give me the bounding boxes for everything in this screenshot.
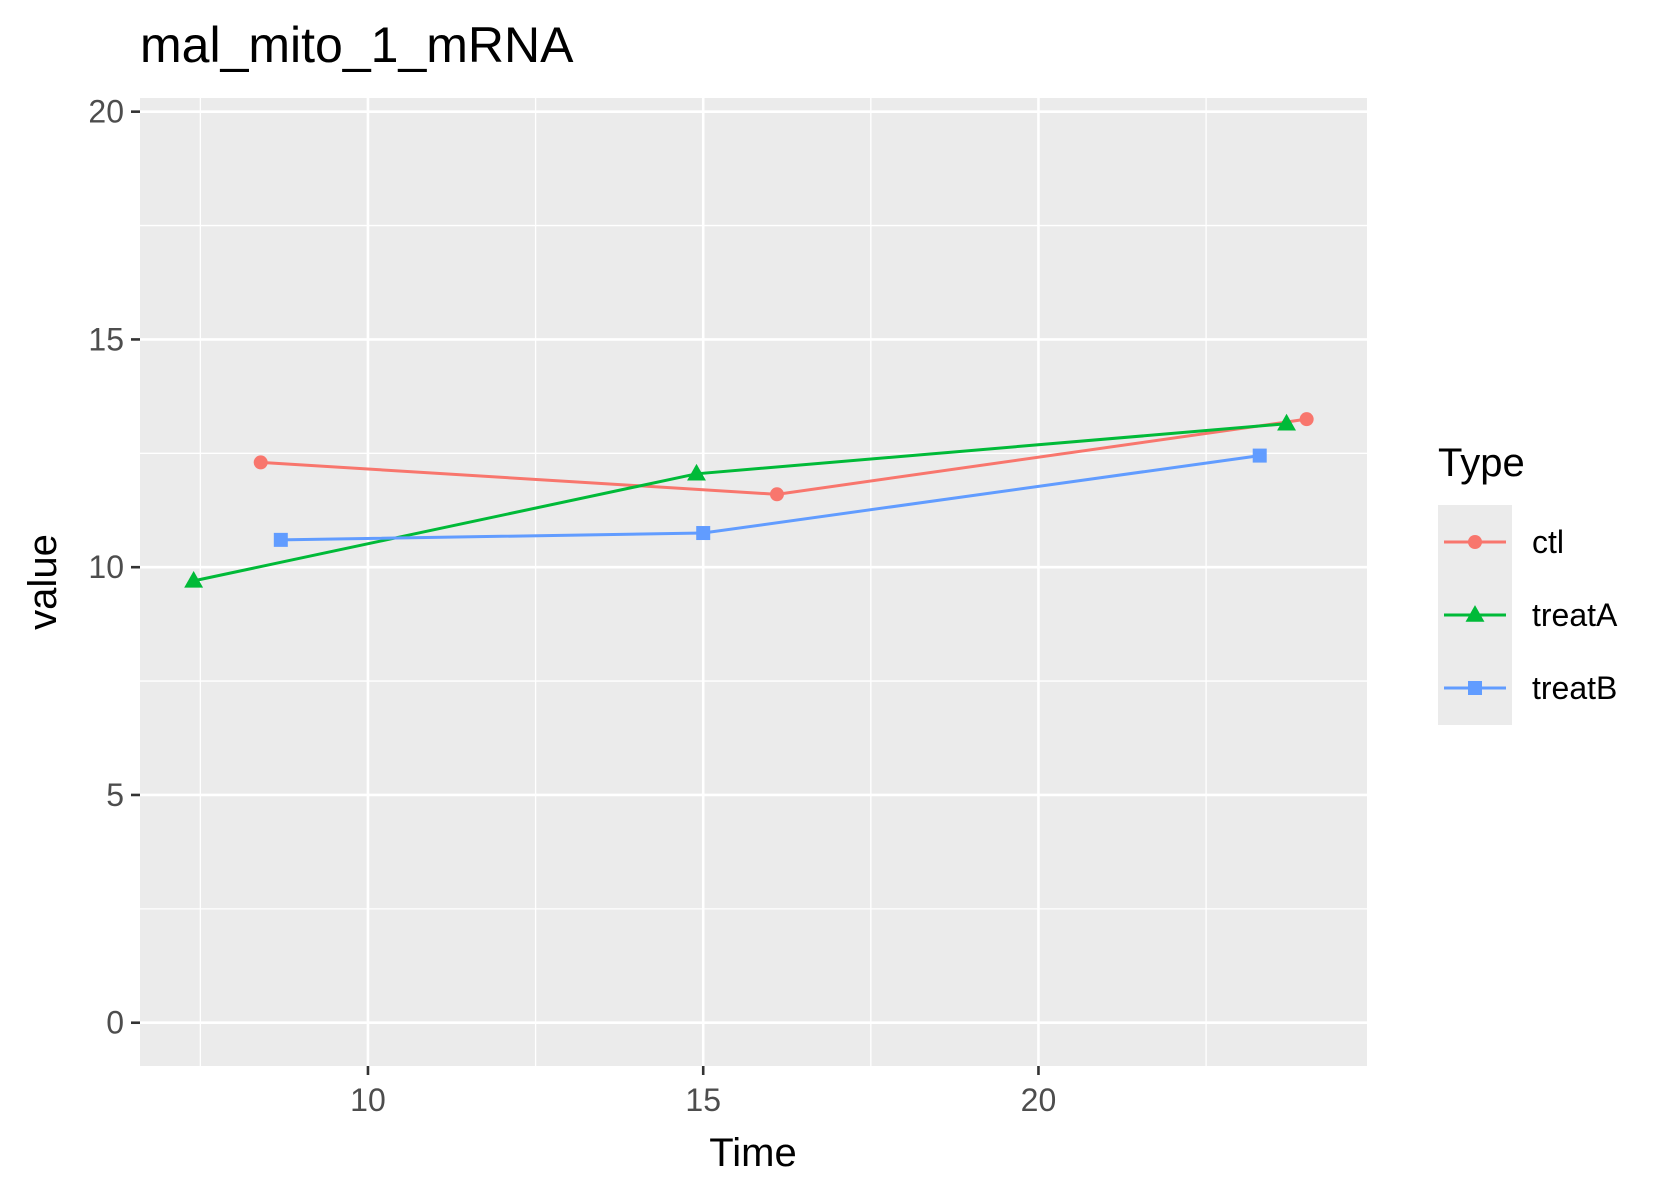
legend-key-marker-treatA xyxy=(1465,605,1485,622)
data-point-treatA xyxy=(687,463,706,481)
legend: Type ctl treatA treatB xyxy=(1438,441,1618,725)
data-point-treatA xyxy=(184,570,204,588)
legend-label-ctl: ctl xyxy=(1532,524,1564,560)
legend-key-marker-ctl xyxy=(1468,535,1482,549)
data-point-ctl xyxy=(769,487,784,502)
x-tick-label: 20 xyxy=(1021,1082,1057,1118)
data-point-treatB xyxy=(273,532,288,547)
x-axis-title: Time xyxy=(709,1131,796,1175)
data-point-ctl xyxy=(1299,412,1314,427)
chart-title: mal_mito_1_mRNA xyxy=(140,17,574,73)
y-tick-label: 20 xyxy=(88,94,124,130)
data-point-ctl xyxy=(253,455,268,470)
series-layer xyxy=(184,412,1314,588)
legend-label-treatB: treatB xyxy=(1532,670,1617,706)
data-point-treatA xyxy=(1277,413,1296,431)
data-point-treatB xyxy=(696,526,711,541)
legend-title: Type xyxy=(1438,441,1525,485)
grid xyxy=(140,98,1367,1066)
y-axis-title: value xyxy=(21,534,65,630)
y-tick-label: 15 xyxy=(88,321,124,357)
x-tick-label: 15 xyxy=(685,1082,721,1118)
x-tick-label: 10 xyxy=(350,1082,386,1118)
legend-label-treatA: treatA xyxy=(1532,597,1618,633)
plot-panel xyxy=(140,98,1367,1066)
legend-key-marker-treatB xyxy=(1468,681,1482,695)
y-tick-label: 10 xyxy=(88,549,124,585)
y-tick-label: 5 xyxy=(106,777,124,813)
y-tick-label: 0 xyxy=(106,1005,124,1041)
data-point-treatB xyxy=(1252,448,1267,463)
axes: 10 15 20 0 5 10 15 20 xyxy=(88,94,1056,1118)
